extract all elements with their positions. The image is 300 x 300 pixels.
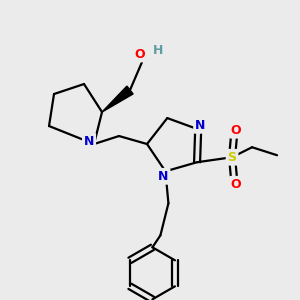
Text: S: S [228,151,237,164]
Text: N: N [195,119,206,132]
Polygon shape [102,86,133,112]
Text: O: O [231,178,242,191]
Text: H: H [153,44,163,56]
Text: O: O [231,124,242,137]
Text: O: O [135,47,145,61]
Text: N: N [158,170,169,183]
Text: N: N [84,134,94,148]
